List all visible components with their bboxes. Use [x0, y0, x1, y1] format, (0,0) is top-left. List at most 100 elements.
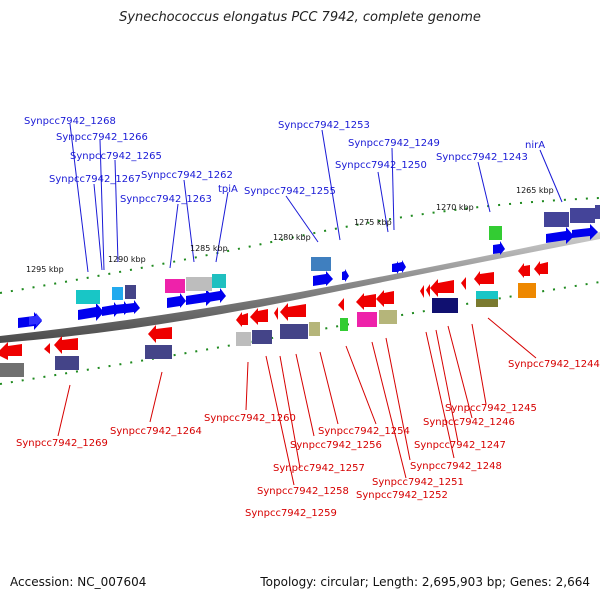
gene-label: Synpcc7942_1254: [318, 426, 410, 437]
gene-box: [476, 299, 498, 307]
gene-box: [570, 208, 595, 223]
gene-arrow-fwd: [572, 224, 598, 240]
gene-arrow-rev: [54, 336, 78, 354]
gene-label: Synpcc7942_1252: [356, 490, 448, 501]
gene-arrow-fwd: [29, 313, 42, 326]
gene-label: Synpcc7942_1258: [257, 486, 349, 497]
gene-box: [595, 205, 600, 219]
gene-box: [432, 298, 458, 313]
gene-arrow-rev: [461, 277, 466, 290]
gene-arrow-fwd: [126, 300, 140, 314]
gene-box: [76, 290, 100, 304]
gene-label: Synpcc7942_1243: [436, 152, 528, 163]
forward-boxes: [76, 205, 600, 304]
kbp-tick: 1295 kbp: [26, 265, 64, 274]
gene-arrow-rev: [274, 307, 278, 320]
gene-arrow-fwd: [398, 260, 406, 273]
top-gene-labels: Synpcc7942_1268 Synpcc7942_1266 Synpcc79…: [24, 116, 545, 205]
accession-text: Accession: NC_007604: [10, 575, 147, 589]
gene-arrow-rev: [44, 343, 50, 354]
gene-box: [309, 322, 320, 336]
bottom-gene-labels: Synpcc7942_1269 Synpcc7942_1264 Synpcc79…: [16, 359, 600, 519]
upper-scale-ring: [0, 197, 600, 294]
gene-arrow-rev: [338, 298, 344, 311]
gene-arrow-fwd: [167, 293, 186, 308]
kbp-tick: 1290 kbp: [108, 255, 146, 264]
kbp-tick: 1275 kbp: [354, 218, 392, 227]
gene-label: Synpcc7942_1263: [120, 194, 212, 205]
gene-label: tpiA: [218, 184, 238, 195]
gene-box: [311, 257, 331, 271]
gene-label: Synpcc7942_1250: [335, 160, 427, 171]
gene-box: [186, 277, 212, 291]
gene-label: Synpcc7942_1268: [24, 116, 116, 127]
gene-box: [212, 274, 226, 288]
gene-label: Synpcc7942_1259: [245, 508, 337, 519]
gene-box: [379, 310, 397, 324]
gene-label: Synpcc7942_1249: [348, 138, 440, 149]
map-title: Synechococcus elongatus PCC 7942, comple…: [119, 10, 481, 25]
gene-box: [518, 283, 536, 298]
gene-label: Synpcc7942_1266: [56, 132, 148, 143]
gene-box: [145, 345, 172, 359]
gene-box: [55, 356, 79, 370]
gene-arrow-rev: [426, 284, 430, 297]
gene-label: Synpcc7942_1248: [410, 461, 502, 472]
gene-label: Synpcc7942_1269: [16, 438, 108, 449]
gene-label: nirA: [525, 140, 545, 151]
gene-arrow-rev: [474, 271, 494, 286]
gene-arrow-rev: [376, 290, 394, 307]
reverse-boxes: [0, 283, 536, 377]
gene-label: Synpcc7942_1251: [372, 477, 464, 488]
gene-arrow-rev: [420, 285, 424, 298]
kbp-tick: 1270 kbp: [436, 203, 474, 212]
gene-box: [112, 287, 123, 300]
gene-label: Synpcc7942_1260: [204, 413, 296, 424]
kbp-tick: 1285 kbp: [190, 244, 228, 253]
gene-arrow-rev: [0, 342, 22, 360]
gene-label: Synpcc7942_1262: [141, 170, 233, 181]
topology-text: Topology: circular; Length: 2,695,903 bp…: [260, 575, 590, 589]
gene-arrow-rev: [356, 293, 376, 310]
gene-box: [340, 318, 348, 331]
gene-arrow-fwd: [78, 303, 104, 321]
genome-backbone: [0, 232, 600, 343]
gene-label: Synpcc7942_1256: [290, 440, 382, 451]
gene-arrow-fwd: [313, 271, 333, 286]
kbp-tick: 1280 kbp: [273, 233, 311, 242]
gene-arrow-fwd: [493, 241, 505, 255]
gene-box: [476, 291, 498, 300]
gene-arrow-fwd: [186, 289, 214, 306]
gene-arrow-rev: [518, 263, 530, 278]
forward-genes: [18, 224, 598, 330]
gene-arrow-rev: [250, 308, 268, 325]
gene-arrow-rev: [148, 325, 172, 343]
gene-box: [125, 285, 136, 299]
gene-label: Synpcc7942_1257: [273, 463, 365, 474]
gene-box: [357, 312, 377, 327]
gene-label: Synpcc7942_1253: [278, 120, 370, 131]
gene-box: [280, 324, 308, 339]
gene-label: Synpcc7942_1264: [110, 426, 202, 437]
gene-box: [165, 279, 185, 293]
gene-label: Synpcc7942_1247: [414, 440, 506, 451]
gene-box: [236, 332, 251, 346]
gene-label: Synpcc7942_1255: [244, 186, 336, 197]
gene-arrow-rev: [236, 312, 248, 327]
gene-label: Synpcc7942_1267: [49, 174, 141, 185]
gene-label: Synpcc7942_1265: [70, 151, 162, 162]
kbp-ticks: 1295 kbp 1290 kbp 1285 kbp 1280 kbp 1275…: [26, 186, 554, 274]
gene-box: [0, 363, 24, 377]
gene-arrow-rev: [280, 303, 306, 321]
gene-label: Synpcc7942_1244: [508, 359, 600, 370]
gene-arrow-fwd: [546, 227, 574, 244]
reverse-genes: [0, 261, 548, 360]
gene-label: Synpcc7942_1245: [445, 403, 537, 414]
gene-arrow-fwd: [208, 288, 226, 303]
gene-label: Synpcc7942_1246: [423, 417, 515, 428]
bottom-leader-lines: [57, 317, 537, 486]
gene-arrow-fwd: [342, 269, 349, 282]
gene-arrow-rev: [534, 261, 548, 276]
gene-box: [252, 330, 272, 344]
